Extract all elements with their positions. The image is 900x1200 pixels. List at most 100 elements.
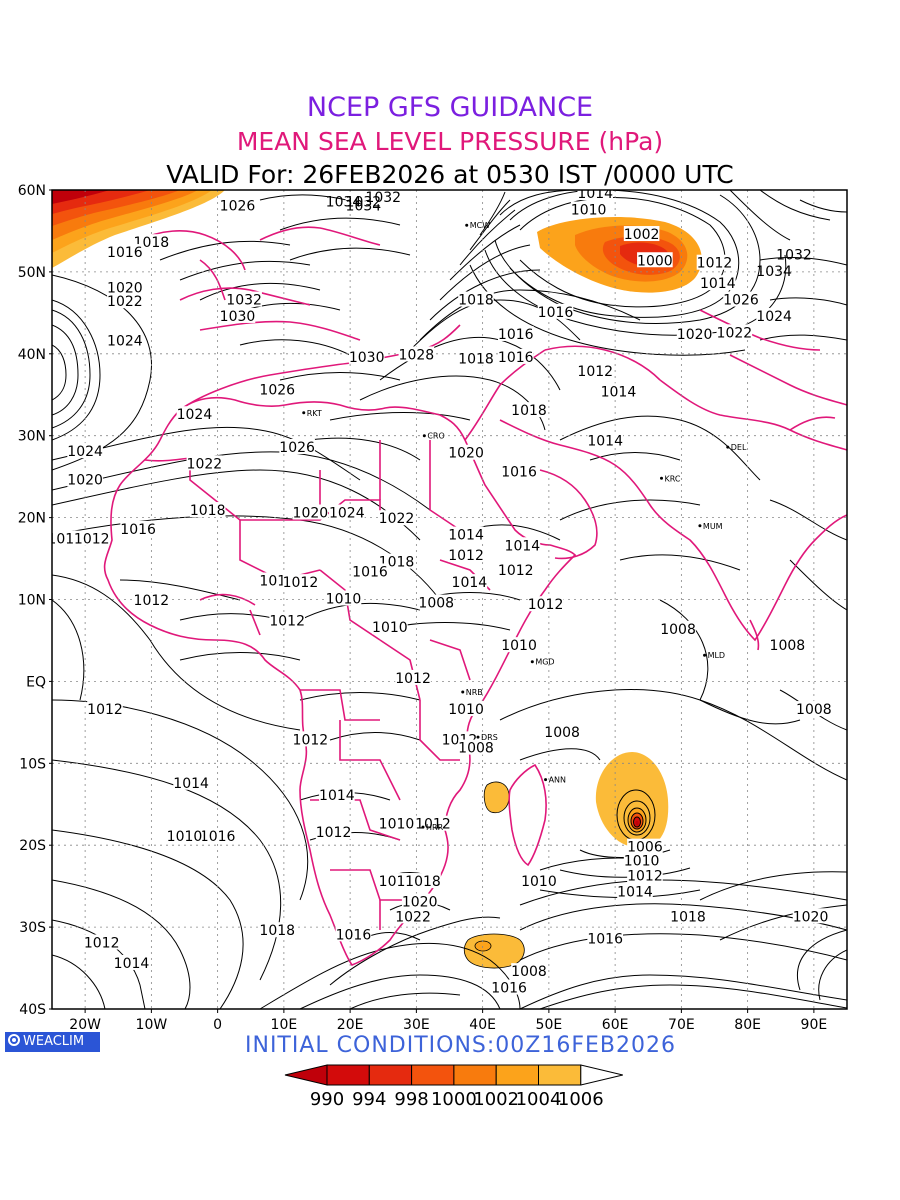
isobar-label-bg <box>504 537 541 553</box>
city-label: ANN <box>549 776 566 785</box>
isobar-label: 1032 <box>365 190 401 206</box>
city-label: MCW <box>470 221 490 230</box>
isobar-label: 1008 <box>458 741 494 757</box>
isobar-label: 1018 <box>458 293 494 309</box>
city-label: NRB <box>466 688 483 697</box>
isobar-label-bg <box>623 852 660 868</box>
isobar-label: 1014 <box>601 384 637 400</box>
isobar-label: 1020 <box>293 506 329 522</box>
city-marker <box>422 434 426 438</box>
isobar-label-bg <box>521 873 557 889</box>
isobar-label-bg <box>87 701 123 717</box>
isobar-label-bg <box>219 307 256 323</box>
high-label: 1034 <box>326 194 362 210</box>
isobar-label: 1024 <box>329 506 365 522</box>
isobar-label-bg <box>700 275 736 291</box>
isobar-label-bg <box>497 561 534 577</box>
isobar-label-bg <box>395 908 431 924</box>
isobar-label: 1030 <box>349 350 385 366</box>
isobar-label: 1022 <box>717 325 753 341</box>
isobar-label: 1022 <box>187 456 223 472</box>
brand-name: WEACLIM <box>23 1034 85 1049</box>
isobar-label: 1018 <box>405 874 441 890</box>
isobar-label-bg <box>176 406 213 422</box>
isobar-label-bg <box>405 873 441 889</box>
isobar-label: 1016 <box>200 829 236 845</box>
isobar-label: 1026 <box>723 293 759 309</box>
isobar-label: 1012 <box>528 597 564 613</box>
chart-title: NCEP GFS GUIDANCE <box>306 92 594 123</box>
isobar-label-bg <box>756 307 792 323</box>
isobar-label: 1016 <box>336 927 372 943</box>
lat-tick-label: 20S <box>19 838 46 854</box>
lat-tick-label: 10S <box>19 756 46 772</box>
isobar-label-bg <box>315 823 352 839</box>
isobar-label-bg <box>587 930 623 946</box>
lon-tick-label: 90E <box>801 1017 828 1033</box>
city-label: MLD <box>708 651 726 660</box>
isobar-label: 1014 <box>319 788 355 804</box>
isobar-label-bg <box>378 815 415 831</box>
isobar-label: 1026 <box>220 198 256 214</box>
lon-tick-label: 10W <box>136 1017 168 1033</box>
city-marker <box>465 223 469 227</box>
isobar-label: 1020 <box>677 327 713 343</box>
isobar-label: 1016 <box>498 327 534 343</box>
isobar-label: 1010 <box>326 592 362 608</box>
isobar-label: 1028 <box>399 347 435 363</box>
isobar-label: 1012 <box>316 825 352 841</box>
isobar-label: 1012 <box>395 671 431 687</box>
latitude-axis: 60N 50N 40N 30N 20N 10N EQ 10S 20S 30S 40S <box>18 183 52 1018</box>
isobar-label: 1018 <box>190 503 226 519</box>
isobar-label-bg <box>269 612 305 628</box>
isobar-label-bg <box>133 592 170 608</box>
isobar-label-bg <box>120 520 156 536</box>
city-label: HRR <box>426 823 444 832</box>
lon-tick-label: 40E <box>469 1017 496 1033</box>
isobar-label-bg <box>372 619 408 635</box>
city-marker <box>544 778 548 782</box>
isobar-label-bg <box>660 620 696 636</box>
isobar-label-bg <box>335 926 372 942</box>
colorbar-low-cap <box>284 1064 328 1086</box>
isobar-label-bg <box>292 504 329 520</box>
isobar-label: 1026 <box>259 383 295 399</box>
lon-tick-label: 80E <box>734 1017 761 1033</box>
isobar-label-bg <box>577 190 614 201</box>
isobar-label: 1018 <box>511 403 547 419</box>
isobar-label-bg <box>279 438 315 454</box>
isobar-label: 1016 <box>120 522 156 538</box>
isobar-label: 1014 <box>173 776 209 792</box>
isobar-label-bg <box>107 332 143 348</box>
isobar-label: 1008 <box>660 622 696 638</box>
isobar-label: 1018 <box>670 909 706 925</box>
isobar-label-bg <box>448 444 484 460</box>
lon-tick-label: 20E <box>337 1017 364 1033</box>
isobar-label-bg <box>83 934 120 950</box>
isobar-label-bg <box>458 739 494 755</box>
isobar-label: 1008 <box>544 725 580 741</box>
city-label: KRC <box>665 474 681 483</box>
isobar-label: 1030 <box>220 309 256 325</box>
isobar-label-bg <box>166 828 203 844</box>
high-label: 1032 <box>346 194 382 210</box>
colorbar-label: 994 <box>352 1089 386 1110</box>
fill-tropical-cyclone <box>595 752 669 848</box>
isobar-label-bg <box>511 402 547 418</box>
lat-tick-label: 30S <box>19 920 46 936</box>
isobar-label-bg <box>365 190 402 205</box>
isobar-label-bg <box>458 350 494 366</box>
isobar-label: 1006 <box>627 840 663 856</box>
isobar-label-bg <box>401 893 438 909</box>
city-marker <box>476 735 480 739</box>
isobar-label: 1014 <box>700 276 736 292</box>
isobar-label: 1026 <box>279 440 315 456</box>
isobar-label: 1018 <box>458 352 494 368</box>
isobar-label: 1010 <box>167 829 203 845</box>
isobar-label-bg <box>398 346 435 362</box>
initial-conditions: INITIAL CONDITIONS:00Z16FEB2026 <box>245 1033 676 1058</box>
isobar-label-bg <box>67 471 103 487</box>
isobar-label: 1020 <box>107 280 143 296</box>
city-marker <box>530 660 534 664</box>
